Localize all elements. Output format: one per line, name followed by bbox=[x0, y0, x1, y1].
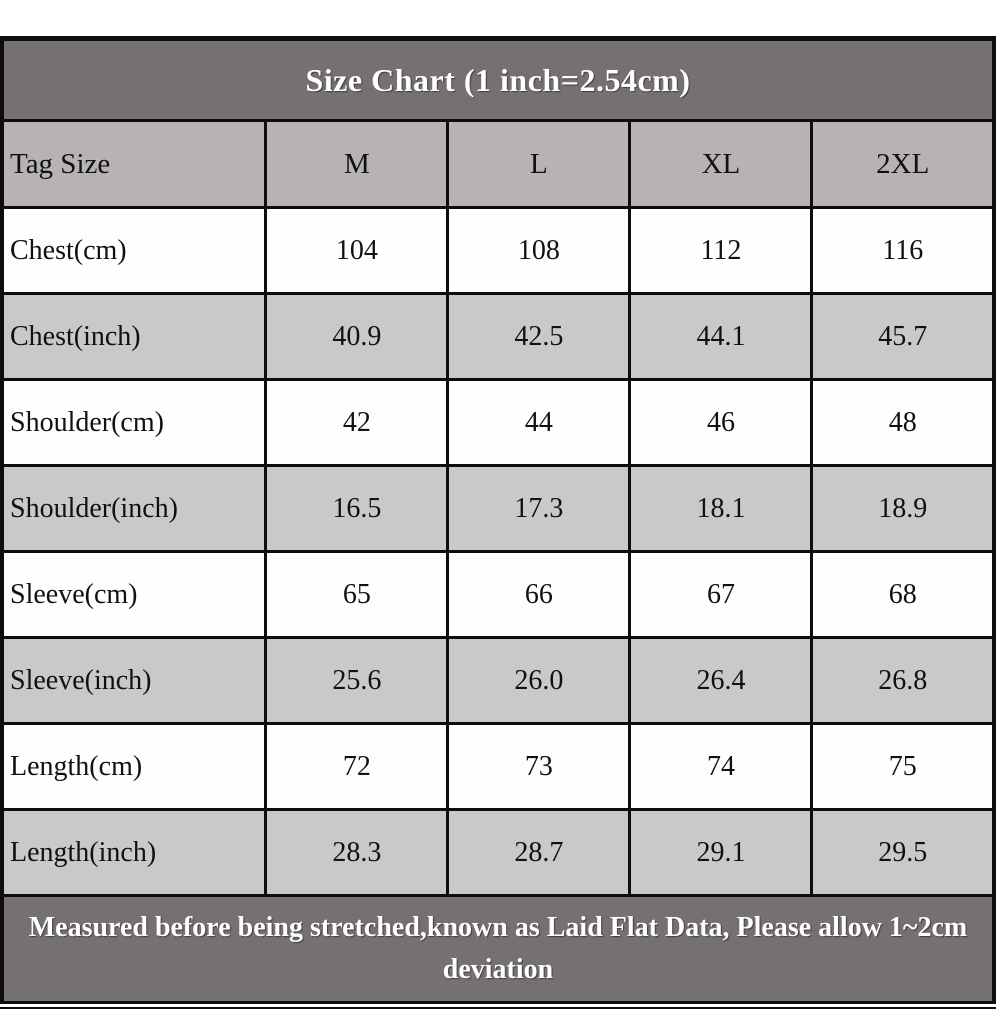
value-cell: 26.4 bbox=[628, 636, 814, 725]
table-title-row: Size Chart (1 inch=2.54cm) bbox=[0, 37, 996, 122]
value-cell: 44 bbox=[446, 378, 632, 467]
value-cell: 28.7 bbox=[446, 808, 632, 897]
value-cell: 74 bbox=[628, 722, 814, 811]
measurement-note: Measured before being stretched,known as… bbox=[0, 894, 996, 1004]
table-footer-row: Measured before being stretched,known as… bbox=[0, 894, 996, 1004]
value-cell: 108 bbox=[446, 206, 632, 295]
row-label-sleeve-cm: Sleeve(cm) bbox=[0, 550, 268, 639]
column-header-l: L bbox=[446, 119, 632, 209]
column-header-2xl: 2XL bbox=[810, 119, 996, 209]
value-cell: 66 bbox=[446, 550, 632, 639]
column-header-xl: XL bbox=[628, 119, 814, 209]
table-row: Chest(inch) 40.9 42.5 44.1 45.7 bbox=[0, 292, 996, 381]
column-header-m: M bbox=[264, 119, 450, 209]
value-cell: 26.0 bbox=[446, 636, 632, 725]
value-cell: 112 bbox=[628, 206, 814, 295]
value-cell: 25.6 bbox=[264, 636, 450, 725]
value-cell: 73 bbox=[446, 722, 632, 811]
value-cell: 42.5 bbox=[446, 292, 632, 381]
value-cell: 29.1 bbox=[628, 808, 814, 897]
row-label-length-cm: Length(cm) bbox=[0, 722, 268, 811]
table-row: Shoulder(inch) 16.5 17.3 18.1 18.9 bbox=[0, 464, 996, 553]
row-label-chest-inch: Chest(inch) bbox=[0, 292, 268, 381]
size-chart-table: Size Chart (1 inch=2.54cm) Tag Size M L … bbox=[0, 36, 996, 1004]
column-header-tag-size: Tag Size bbox=[0, 119, 268, 209]
table-row: Shoulder(cm) 42 44 46 48 bbox=[0, 378, 996, 467]
table-row: Sleeve(cm) 65 66 67 68 bbox=[0, 550, 996, 639]
value-cell: 72 bbox=[264, 722, 450, 811]
value-cell: 48 bbox=[810, 378, 996, 467]
value-cell: 46 bbox=[628, 378, 814, 467]
value-cell: 26.8 bbox=[810, 636, 996, 725]
table-row: Chest(cm) 104 108 112 116 bbox=[0, 206, 996, 295]
value-cell: 44.1 bbox=[628, 292, 814, 381]
value-cell: 29.5 bbox=[810, 808, 996, 897]
value-cell: 17.3 bbox=[446, 464, 632, 553]
row-label-sleeve-inch: Sleeve(inch) bbox=[0, 636, 268, 725]
page-title: Size Chart (1 inch=2.54cm) bbox=[0, 37, 996, 122]
value-cell: 28.3 bbox=[264, 808, 450, 897]
value-cell: 18.1 bbox=[628, 464, 814, 553]
table-header-row: Tag Size M L XL 2XL bbox=[0, 119, 996, 209]
value-cell: 65 bbox=[264, 550, 450, 639]
value-cell: 45.7 bbox=[810, 292, 996, 381]
row-label-shoulder-inch: Shoulder(inch) bbox=[0, 464, 268, 553]
table-row: Length(inch) 28.3 28.7 29.1 29.5 bbox=[0, 808, 996, 897]
value-cell: 104 bbox=[264, 206, 450, 295]
value-cell: 116 bbox=[810, 206, 996, 295]
row-label-chest-cm: Chest(cm) bbox=[0, 206, 268, 295]
value-cell: 18.9 bbox=[810, 464, 996, 553]
row-label-length-inch: Length(inch) bbox=[0, 808, 268, 897]
table-row: Sleeve(inch) 25.6 26.0 26.4 26.8 bbox=[0, 636, 996, 725]
value-cell: 68 bbox=[810, 550, 996, 639]
table-row: Length(cm) 72 73 74 75 bbox=[0, 722, 996, 811]
value-cell: 16.5 bbox=[264, 464, 450, 553]
value-cell: 40.9 bbox=[264, 292, 450, 381]
value-cell: 75 bbox=[810, 722, 996, 811]
value-cell: 42 bbox=[264, 378, 450, 467]
row-label-shoulder-cm: Shoulder(cm) bbox=[0, 378, 268, 467]
value-cell: 67 bbox=[628, 550, 814, 639]
